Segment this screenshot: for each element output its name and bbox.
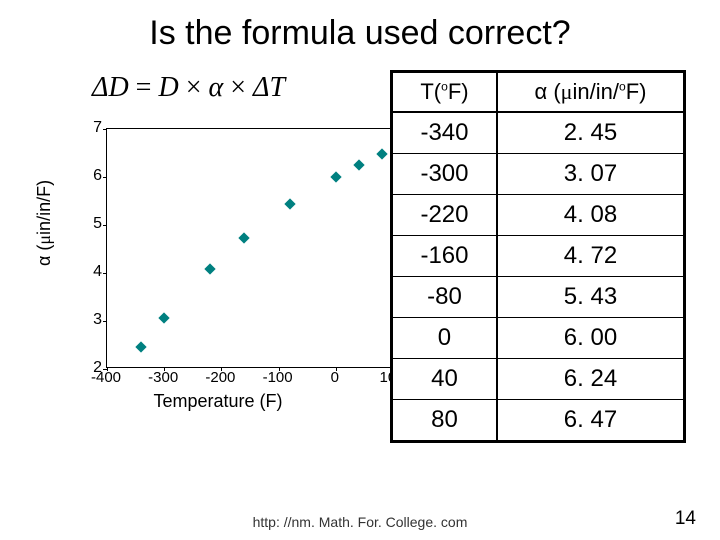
cell-alpha: 3. 07	[497, 154, 685, 195]
cell-alpha: 6. 00	[497, 318, 685, 359]
cell-temperature: -340	[392, 112, 497, 154]
y-tick-label: 7	[82, 119, 102, 137]
data-table: T(oF) α (μin/in/oF) -3402. 45-3003. 07-2…	[390, 70, 686, 443]
data-point	[136, 342, 147, 353]
cell-alpha: 4. 72	[497, 236, 685, 277]
formula: ΔD = D × α × ΔT	[92, 72, 285, 104]
table-row: -805. 43	[392, 277, 685, 318]
page-number: 14	[675, 508, 696, 530]
cell-alpha: 6. 24	[497, 359, 685, 400]
x-tick-label: -400	[91, 369, 121, 386]
slide: Is the formula used correct? ΔD = D × α …	[0, 0, 720, 540]
x-tick-label: -300	[148, 369, 178, 386]
data-point	[353, 160, 364, 171]
col-header-alpha: α (μin/in/oF)	[497, 72, 685, 113]
footer-link: http: //nm. Math. For. College. com	[0, 514, 720, 530]
table-row: -3003. 07	[392, 154, 685, 195]
plot-area	[106, 128, 392, 368]
data-point	[376, 149, 387, 160]
cell-temperature: -300	[392, 154, 497, 195]
cell-temperature: -160	[392, 236, 497, 277]
x-tick-label: -100	[263, 369, 293, 386]
table-row: -3402. 45	[392, 112, 685, 154]
y-axis-label: α (μin/in/F)	[34, 180, 55, 266]
cell-alpha: 4. 08	[497, 195, 685, 236]
y-tick-label: 3	[82, 311, 102, 329]
x-tick-label: 0	[331, 369, 339, 386]
cell-alpha: 6. 47	[497, 400, 685, 442]
table-header-row: T(oF) α (μin/in/oF)	[392, 72, 685, 113]
cell-temperature: 0	[392, 318, 497, 359]
cell-temperature: 80	[392, 400, 497, 442]
data-point	[284, 199, 295, 210]
x-tick-label: -200	[205, 369, 235, 386]
x-axis-label: Temperature (F)	[32, 391, 404, 412]
data-point	[330, 171, 341, 182]
cell-temperature: -220	[392, 195, 497, 236]
y-tick-label: 6	[82, 167, 102, 185]
table-row: 406. 24	[392, 359, 685, 400]
data-point	[204, 263, 215, 274]
table-row: 806. 47	[392, 400, 685, 442]
y-tick-label: 5	[82, 215, 102, 233]
scatter-chart: α (μin/in/F) Temperature (F) 234567-400-…	[32, 118, 404, 416]
cell-alpha: 2. 45	[497, 112, 685, 154]
slide-title: Is the formula used correct?	[0, 14, 720, 53]
cell-temperature: 40	[392, 359, 497, 400]
table-row: -2204. 08	[392, 195, 685, 236]
y-tick-label: 4	[82, 263, 102, 281]
cell-alpha: 5. 43	[497, 277, 685, 318]
col-header-temperature: T(oF)	[392, 72, 497, 113]
table-row: -1604. 72	[392, 236, 685, 277]
cell-temperature: -80	[392, 277, 497, 318]
data-point	[159, 312, 170, 323]
table-row: 06. 00	[392, 318, 685, 359]
data-point	[239, 233, 250, 244]
